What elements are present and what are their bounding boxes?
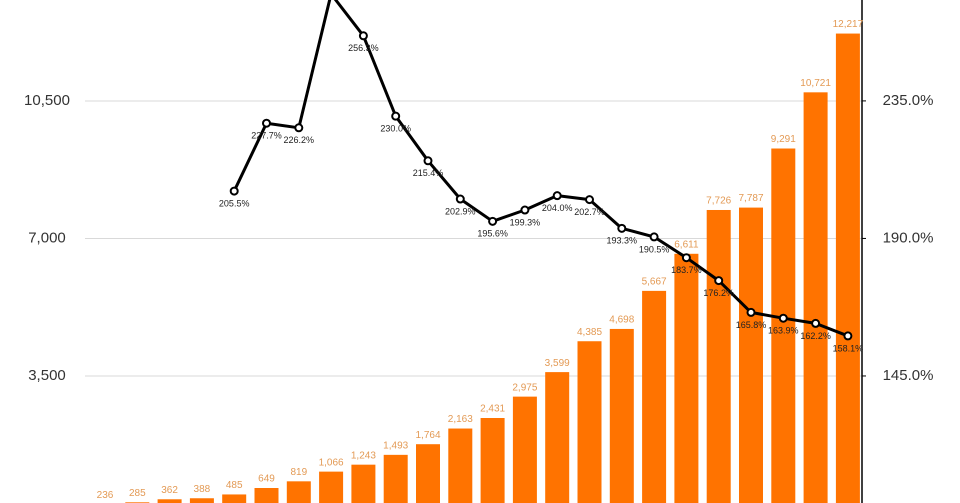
bar [448,428,473,503]
bar [189,498,214,503]
line-marker [843,331,853,341]
bar [319,471,344,503]
bar-value-label: 9,291 [771,134,796,145]
bar [286,481,311,503]
bar-value-label: 2,431 [480,404,505,415]
line-marker [585,195,594,205]
line-value-label: 162.2% [800,331,831,341]
y-tick-label: 7,000 [28,229,66,246]
bar [835,33,860,503]
line-value-label: 226.2% [284,135,315,145]
y-tick-label: 3,500 [28,367,66,384]
bar [803,92,828,503]
line-value-label: 163.9% [768,326,799,336]
line-value-label: 205.5% [219,198,250,208]
bar [577,341,602,503]
line-marker [811,318,821,328]
line-value-label: 256.3% [348,43,379,53]
bar-value-label: 649 [258,474,275,485]
line-marker [358,31,368,41]
bar-value-label: 12,217 [833,19,864,30]
line-value-label: 158.1% [833,343,864,353]
line-value-label: 195.6% [477,229,508,239]
bar-value-label: 285 [129,488,146,499]
bar [351,464,376,503]
bar-value-label: 6,611 [674,239,699,250]
line-marker [423,156,433,166]
bar-value-label: 3,599 [545,358,570,369]
line-marker [391,111,401,121]
bar [222,494,247,503]
bar [416,444,440,503]
line-value-label: 176.2% [703,288,734,298]
bar-value-label: 4,385 [577,327,602,338]
bar [512,396,537,503]
bar-value-label: 819 [290,467,307,478]
line-value-label: 227.7% [251,131,282,141]
bar [609,328,634,503]
bar [739,207,763,503]
line-marker [617,223,627,233]
bar [706,209,731,503]
line-value-label: 215.4% [413,168,444,178]
line-value-label: 202.9% [445,206,476,216]
bar-value-label: 485 [226,480,243,491]
bar [674,253,699,503]
bar-value-label: 4,698 [609,315,634,326]
y2-tick-label: 145.0% [883,367,934,384]
line-marker [229,186,239,196]
line-value-label: 183.7% [671,265,702,275]
line-value-label: 190.5% [639,244,670,254]
bar-value-label: 2,163 [448,414,473,425]
bar-value-label: 1,243 [351,450,376,461]
line-value-label: 204.0% [542,203,573,213]
line-marker [714,276,724,286]
bar-value-label: 1,066 [319,457,344,468]
bar-value-label: 2,975 [512,382,537,393]
line-value-label: 230.0% [380,124,411,134]
line-marker [262,118,271,128]
line-marker [294,123,304,133]
line-marker [681,253,691,263]
bar-value-label: 7,787 [738,193,763,204]
bar-value-label: 5,667 [642,277,667,288]
bar-value-label: 7,726 [706,196,731,207]
line-marker [649,232,659,242]
line-value-label: 199.3% [510,217,541,227]
line-marker [552,191,562,201]
bar [254,488,279,503]
line-value-label: 165.8% [736,320,767,330]
line-value-label: 193.3% [607,236,638,246]
line-marker [520,205,530,215]
bar-value-label: 362 [161,485,178,496]
line-marker [488,216,498,226]
bar [157,499,182,503]
line-marker [746,307,756,317]
bar-value-label: 10,721 [800,78,831,89]
line [232,0,849,338]
line-marker [778,313,788,323]
bar-value-label: 1,493 [383,440,408,451]
bar [383,454,408,503]
line-marker [455,194,465,204]
bar [480,417,505,503]
line-value-label: 202.7% [574,207,605,217]
y2-tick-label: 190.0% [883,229,934,246]
y-tick-label: 10,500 [24,92,70,109]
bar [642,290,667,503]
y2-tick-label: 235.0% [883,92,934,109]
bar [545,372,570,503]
bar-value-label: 236 [97,490,114,501]
bar [771,148,796,503]
bar-value-label: 1,764 [415,430,440,441]
bar-value-label: 388 [194,484,211,495]
